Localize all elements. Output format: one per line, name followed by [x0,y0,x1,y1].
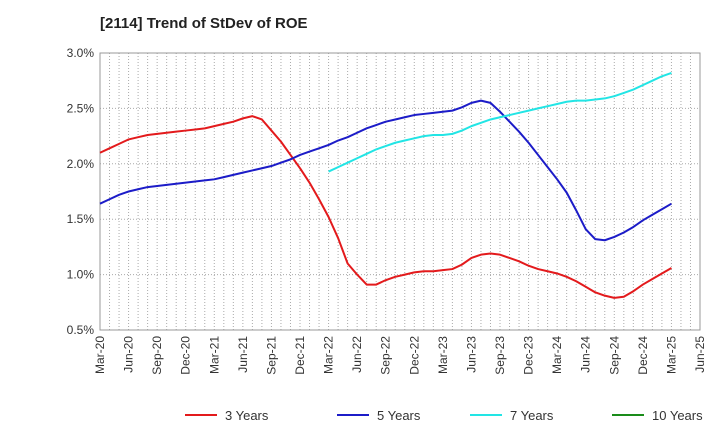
x-tick-label: Sep-20 [150,336,164,375]
x-tick-label: Dec-22 [407,336,421,375]
chart-title: [2114] Trend of StDev of ROE [100,15,308,32]
x-tick-label: Mar-25 [664,336,678,374]
series-line-5-years [99,99,672,242]
x-tick-label: Mar-22 [322,336,336,374]
legend-label: 10 Years [652,408,703,423]
y-axis: 0.5% 1.0% 1.5% 2.0% 2.5% 3.0% [67,46,95,337]
x-tick-label: Jun-20 [122,336,136,373]
series-line-3-years [99,115,672,299]
series-lines [99,71,672,299]
x-axis: Mar-20 Jun-20 Sep-20 Dec-20 Mar-21 Jun-21 Sep-… [93,336,707,375]
legend-item: 7 Years [470,408,554,423]
x-tick-label: Jun-25 [693,336,707,373]
series-line-7-years [328,71,672,173]
x-tick-label: Jun-23 [464,336,478,373]
x-tick-label: Mar-20 [93,336,107,374]
y-tick-label: 3.0% [67,46,95,60]
y-tick-label: 2.0% [67,157,95,171]
x-tick-label: Mar-23 [436,336,450,374]
y-tick-label: 2.5% [67,101,95,115]
legend-item: 3 Years [185,408,269,423]
x-tick-label: Sep-23 [493,336,507,375]
y-tick-label: 0.5% [67,323,95,337]
legend: 3 Years 5 Years 7 Years 10 Years [185,408,703,423]
x-tick-label: Jun-24 [579,336,593,373]
x-tick-label: Sep-24 [607,336,621,375]
legend-item: 5 Years [337,408,421,423]
plot-area-frame [99,52,701,331]
y-tick-label: 1.5% [67,212,95,226]
x-tick-label: Sep-21 [264,336,278,375]
x-tick-label: Sep-22 [379,336,393,375]
x-tick-label: Dec-24 [636,336,650,375]
x-tick-label: Jun-21 [236,336,250,373]
x-tick-label: Dec-20 [179,336,193,375]
x-tick-label: Jun-22 [350,336,364,373]
legend-item: 10 Years [612,408,703,423]
x-tick-label: Mar-21 [207,336,221,374]
grid [100,53,700,330]
legend-label: 7 Years [510,408,554,423]
y-tick-label: 1.0% [67,268,95,282]
legend-label: 5 Years [377,408,421,423]
x-tick-label: Dec-23 [522,336,536,375]
legend-label: 3 Years [225,408,269,423]
x-tick-label: Mar-24 [550,336,564,374]
x-tick-label: Dec-21 [293,336,307,375]
